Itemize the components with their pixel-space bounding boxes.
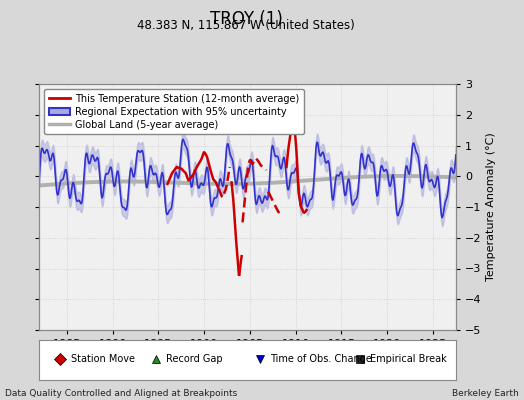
Legend: This Temperature Station (12-month average), Regional Expectation with 95% uncer: This Temperature Station (12-month avera… bbox=[44, 89, 304, 134]
Text: Time of Obs. Change: Time of Obs. Change bbox=[270, 354, 373, 364]
Text: Data Quality Controlled and Aligned at Breakpoints: Data Quality Controlled and Aligned at B… bbox=[5, 389, 237, 398]
Text: TROY (1): TROY (1) bbox=[210, 10, 283, 28]
Text: Berkeley Earth: Berkeley Earth bbox=[452, 389, 519, 398]
Text: Record Gap: Record Gap bbox=[166, 354, 223, 364]
Text: Station Move: Station Move bbox=[71, 354, 135, 364]
Y-axis label: Temperature Anomaly (°C): Temperature Anomaly (°C) bbox=[486, 133, 496, 281]
Text: Empirical Break: Empirical Break bbox=[370, 354, 447, 364]
Text: 48.383 N, 115.867 W (United States): 48.383 N, 115.867 W (United States) bbox=[137, 19, 355, 32]
